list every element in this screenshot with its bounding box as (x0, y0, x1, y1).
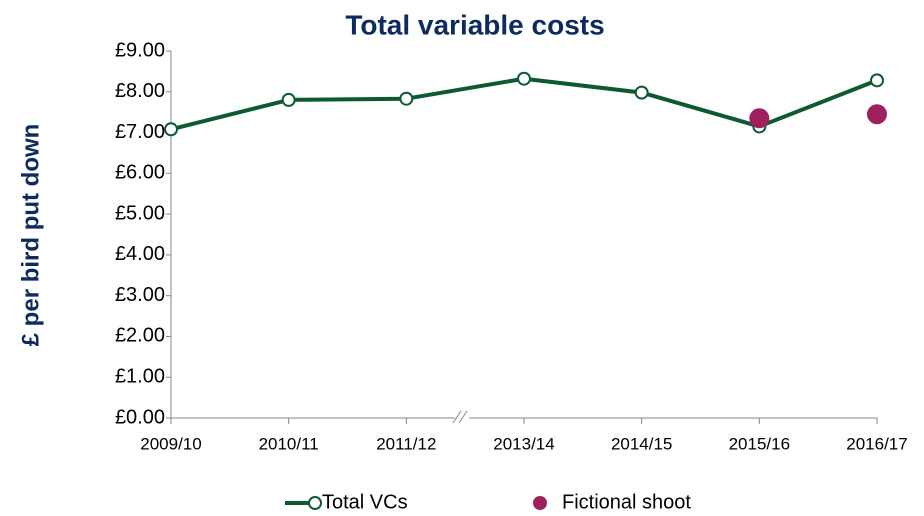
line-marker (517, 71, 531, 86)
y-tick-label: £1.00 (115, 366, 165, 388)
y-tick-label: £9.00 (115, 39, 165, 61)
y-tick-label: £5.00 (115, 202, 165, 224)
legend-label: Total VCs (322, 491, 408, 513)
x-tick-label: 2016/17 (846, 434, 907, 453)
x-tick-label: 2011/12 (376, 434, 436, 453)
y-tick-label: £6.00 (115, 162, 165, 184)
line-marker (399, 91, 414, 106)
x-tick-label: 2009/10 (140, 434, 201, 453)
axis-break (452, 408, 469, 424)
y-tick-label: £0.00 (115, 406, 165, 428)
x-tick-label: 2013/14 (493, 434, 554, 453)
y-tick-label: £8.00 (115, 80, 165, 102)
scatter-point (749, 108, 770, 129)
x-tick-label: 2014/15 (611, 434, 672, 453)
line-marker (281, 92, 296, 107)
x-tick-label: 2015/16 (729, 434, 790, 453)
legend-swatch (308, 496, 322, 510)
x-tick-label: 2010/11 (259, 434, 319, 453)
y-tick-label: £4.00 (115, 243, 165, 265)
chart-title: Total variable costs (345, 9, 604, 40)
line-marker (164, 122, 178, 137)
line-marker (870, 73, 884, 88)
y-tick-label: £7.00 (115, 121, 165, 143)
y-tick-label: £2.00 (115, 325, 165, 347)
scatter-point (867, 104, 887, 125)
line-marker (634, 85, 649, 100)
legend-label: Fictional shoot (562, 491, 691, 513)
line-series (170, 76, 878, 132)
legend-swatch (533, 496, 547, 510)
y-tick-label: £3.00 (115, 284, 165, 306)
y-axis-label: £ per bird put down (17, 124, 44, 347)
